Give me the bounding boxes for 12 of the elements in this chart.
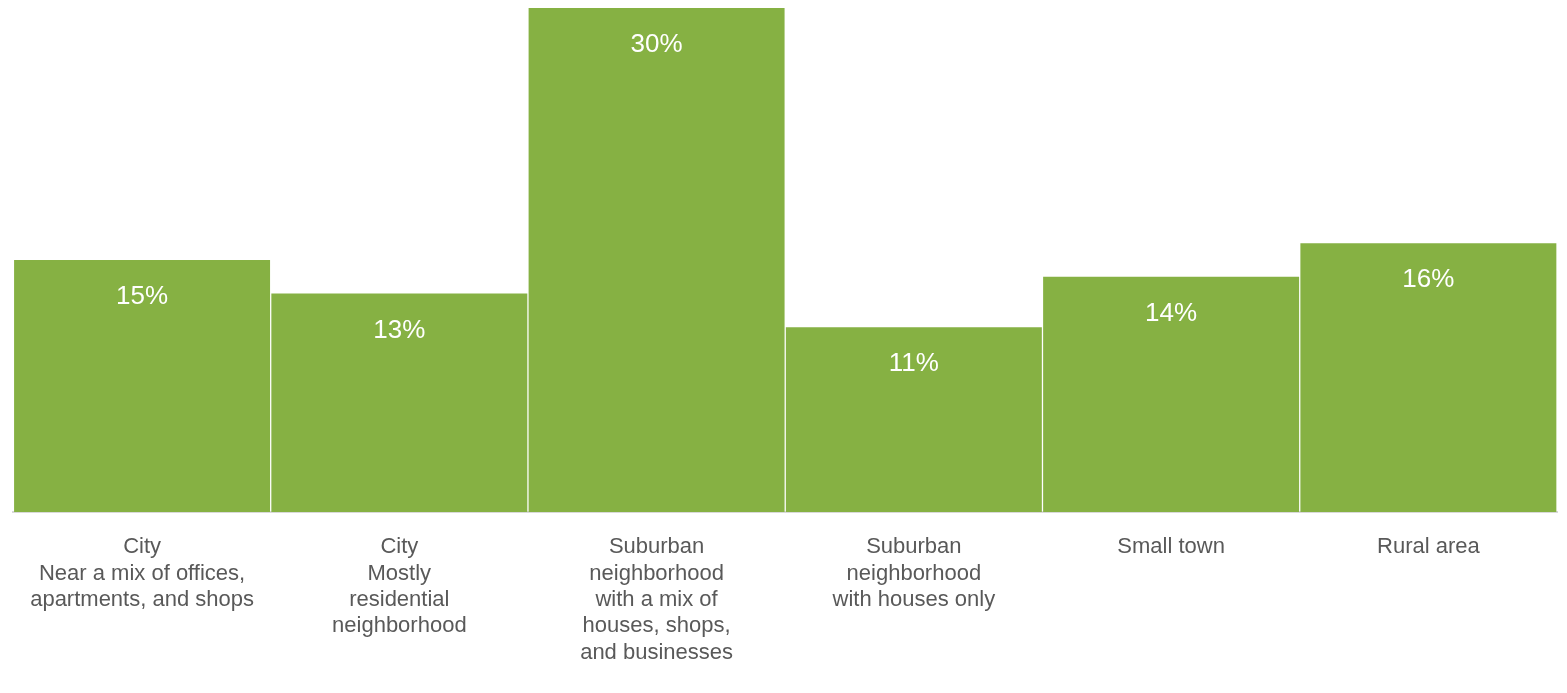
- x-tick-label: Small town: [1117, 533, 1225, 559]
- x-tick-label: Rural area: [1377, 533, 1481, 559]
- x-tick-label: Suburban neighborhood with houses only: [831, 533, 996, 612]
- data-label: 30%: [630, 28, 683, 59]
- x-tick-label: Suburban neighborhood with a mix of houses, shops, and businesses: [580, 533, 734, 664]
- x-tick-label: City Near a mix of offices, apartments, and shops: [30, 533, 254, 612]
- data-label: 15%: [116, 280, 169, 311]
- data-label: 13%: [373, 313, 426, 344]
- x-tick-label: City Mostly residential neighborhood: [332, 533, 467, 638]
- data-label: 11%: [888, 347, 939, 378]
- data-label: 14%: [1145, 296, 1198, 327]
- data-label: 16%: [1402, 263, 1455, 294]
